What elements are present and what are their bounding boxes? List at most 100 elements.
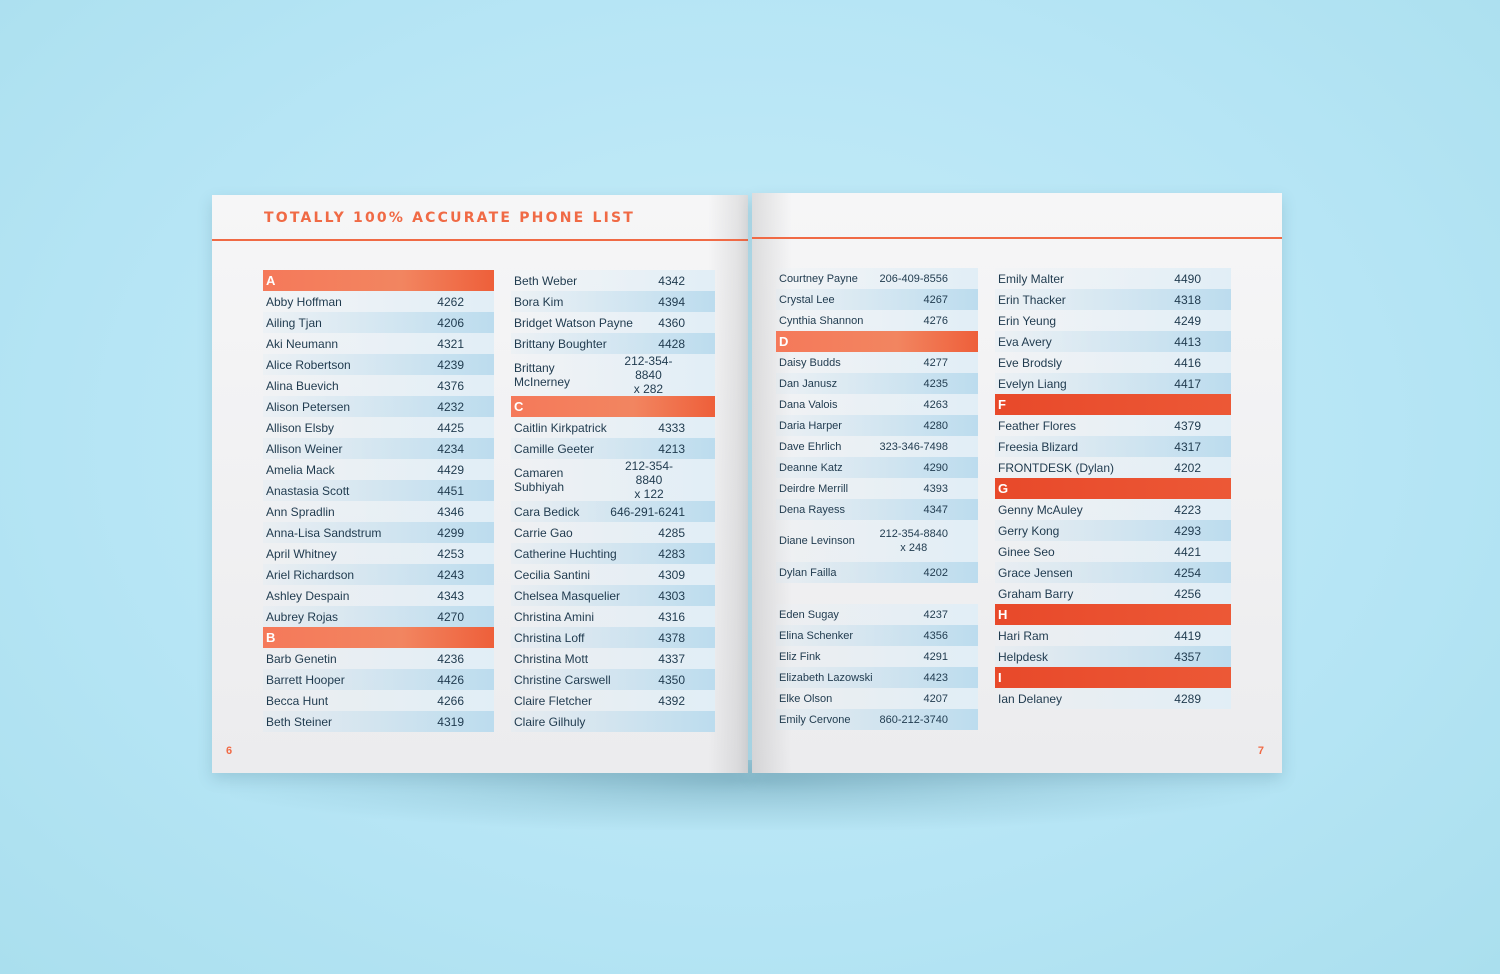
list-item: Dave Ehrlich 323-346-7498 [776,436,978,457]
contact-phone: 4413 [1174,334,1201,349]
phone-column-2: Beth Weber 4342 Bora Kim 4394 Bridget Watson… [511,270,715,732]
contact-phone: 4319 [437,714,464,729]
contact-name: Anna-Lisa Sandstrum [266,525,382,540]
contact-phone: 4254 [1174,565,1201,580]
contact-phone: 4263 [923,398,948,411]
contact-name: Eden Sugay [779,608,839,621]
contact-name: Elizabeth Lazowski [779,671,873,684]
contact-phone: 4266 [437,693,464,708]
list-item: Grace Jensen 4254 [995,562,1231,583]
contact-name: Ashley Despain [266,588,350,603]
contact-name: Deirdre Merrill [779,482,849,495]
list-item: Bridget Watson Payne 4360 [511,312,715,333]
contact-phone: 4451 [437,483,464,498]
contact-phone: 4425 [437,420,464,435]
contact-phone: 4357 [1174,649,1201,664]
contact-phone: 4417 [1174,376,1201,391]
contact-phone: 4223 [1174,502,1201,517]
list-item: Helpdesk 4357 [995,646,1231,667]
contact-name: FRONTDESK (Dylan) [998,460,1115,475]
phone-column-4: Emily Malter 4490 Erin Thacker 4318 Erin Yeu… [995,268,1231,709]
contact-name: Bora Kim [514,294,564,309]
contact-name: Alina Buevich [266,378,339,393]
list-item: Alina Buevich 4376 [263,375,494,396]
phone-column-3: Courtney Payne 206-409-8556 Crystal Lee 426… [776,268,978,730]
list-item: Caitlin Kirkpatrick 4333 [511,417,715,438]
list-item: Freesia Blizard 4317 [995,436,1231,457]
contact-phone: 4237 [923,608,948,621]
list-item: Bora Kim 4394 [511,291,715,312]
contact-name: Genny McAuley [998,502,1083,517]
list-item: Dena Rayess 4347 [776,499,978,520]
contact-phone: 4350 [658,672,685,687]
page-title: TOTALLY 100% ACCURATE PHONE LIST [264,210,636,226]
contact-phone: 4318 [1174,292,1201,307]
contact-phone: 4392 [658,693,685,708]
contact-name: Camille Geeter [514,441,595,456]
contact-name: Caitlin Kirkpatrick [514,420,607,435]
contact-phone: 4262 [437,294,464,309]
contact-phone: 4235 [923,377,948,390]
contact-phone: 4289 [1174,691,1201,706]
contact-phone: 4426 [437,672,464,687]
contact-phone: 4394 [658,294,685,309]
list-item: Erin Thacker 4318 [995,289,1231,310]
list-item: Beth Steiner 4319 [263,711,494,732]
title-rule [212,239,748,241]
contact-name: Elina Schenker [779,629,853,642]
contact-phone: 4299 [437,525,464,540]
list-item: Diane Levinson 212-354-8840 x 248 [776,520,978,562]
contact-name: Deanne Katz [779,461,843,474]
contact-phone: 4253 [437,546,464,561]
left-page: TOTALLY 100% ACCURATE PHONE LIST A Abby H… [212,195,748,773]
section-header: B [263,627,494,648]
contact-phone: 4333 [658,420,685,435]
contact-phone: 860-212-3740 [879,713,948,726]
contact-phone: 4378 [658,630,685,645]
list-item: Daria Harper 4280 [776,415,978,436]
contact-name: Grace Jensen [998,565,1073,580]
list-item: Ann Spradlin 4346 [263,501,494,522]
contact-phone: 4337 [658,651,685,666]
section-header: A [263,270,494,291]
contact-phone: 4429 [437,462,464,477]
contact-name: Erin Thacker [998,292,1066,307]
contact-name: Eve Brodsly [998,355,1063,370]
contact-phone: 4317 [1174,439,1201,454]
list-item: Barb Genetin 4236 [263,648,494,669]
contact-name: Helpdesk [998,649,1049,664]
contact-phone: 4202 [923,566,948,579]
contact-phone: 212-354-8840 x 122 [624,459,674,501]
contact-name: Amelia Mack [266,462,335,477]
contact-name: Bridget Watson Payne [514,315,633,330]
contact-name: Courtney Payne [779,272,858,285]
list-item: Evelyn Liang 4417 [995,373,1231,394]
contact-name: Catherine Huchting [514,546,617,561]
contact-name: Emily Malter [998,271,1065,286]
section-header: D [776,331,978,352]
list-item: April Whitney 4253 [263,543,494,564]
contact-name: Ariel Richardson [266,567,355,582]
list-item: Aubrey Rojas 4270 [263,606,494,627]
list-item: Brittany McInerney 212-354-8840 x 282 [511,354,715,396]
contact-name: Dylan Failla [779,566,837,579]
list-item: Chelsea Masquelier 4303 [511,585,715,606]
contact-phone: 4234 [437,441,464,456]
contact-name: Brittany Boughter [514,336,607,351]
contact-name: Eva Avery [998,334,1052,349]
contact-name: Brittany McInerney [514,361,571,389]
list-item: Ariel Richardson 4243 [263,564,494,585]
contact-phone: 4421 [1174,544,1201,559]
contact-phone: 4239 [437,357,464,372]
contact-phone: 4303 [658,588,685,603]
contact-name: Diane Levinson [779,535,855,547]
contact-phone: 4207 [923,692,948,705]
list-item: FRONTDESK (Dylan) 4202 [995,457,1231,478]
list-item: Claire Gilhuly [511,711,715,732]
list-item: Barrett Hooper 4426 [263,669,494,690]
contact-name: Christina Loff [514,630,585,645]
contact-name: Ann Spradlin [266,504,335,519]
contact-phone: 4321 [437,336,464,351]
contact-phone: 4376 [437,378,464,393]
row-spacer [776,583,978,604]
